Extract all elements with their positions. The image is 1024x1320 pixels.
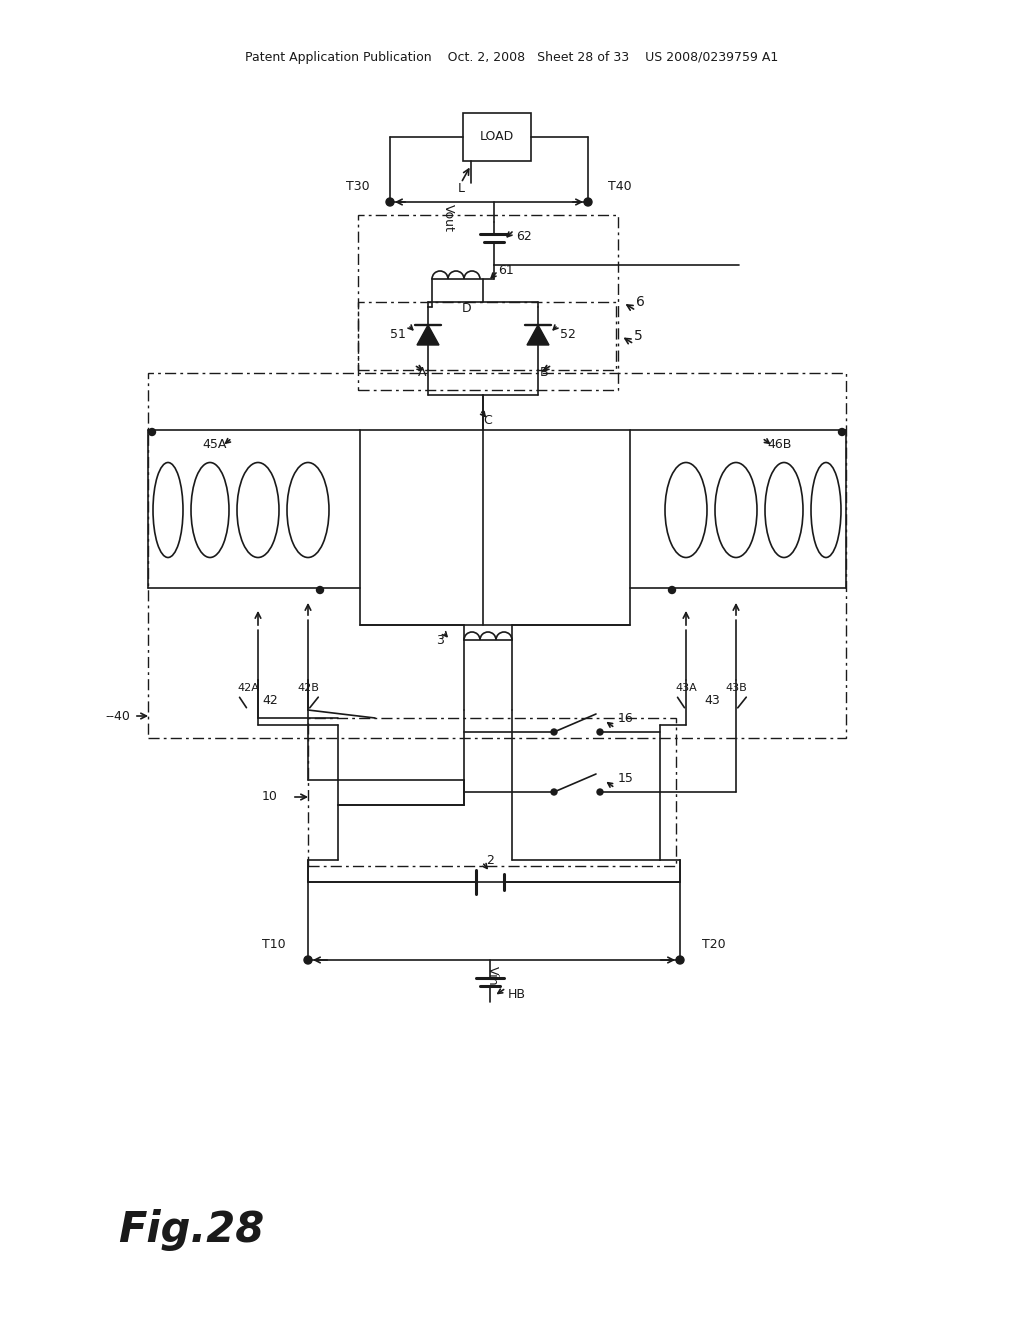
Text: T40: T40 — [608, 180, 632, 193]
Text: Vin: Vin — [485, 966, 499, 986]
Bar — [463, 114, 531, 161]
Bar — [360, 430, 630, 624]
Text: 46B: 46B — [768, 438, 793, 451]
Text: L: L — [458, 182, 465, 195]
Text: --40: --40 — [105, 710, 130, 722]
Text: A: A — [418, 366, 426, 379]
Bar — [358, 302, 616, 370]
Circle shape — [839, 429, 846, 436]
Text: 5: 5 — [634, 329, 642, 343]
Circle shape — [676, 956, 684, 964]
Text: Fig.28: Fig.28 — [118, 1209, 264, 1251]
Bar — [148, 374, 846, 738]
Text: T20: T20 — [702, 939, 726, 952]
Text: LOAD: LOAD — [480, 131, 514, 144]
Circle shape — [551, 789, 557, 795]
Bar — [358, 215, 618, 389]
Circle shape — [669, 586, 676, 594]
Text: B: B — [540, 366, 549, 379]
Text: C: C — [483, 413, 493, 426]
Text: HB: HB — [508, 987, 526, 1001]
Bar — [308, 718, 676, 866]
Text: Vout: Vout — [441, 205, 455, 232]
Polygon shape — [417, 325, 439, 345]
Text: 15: 15 — [618, 771, 634, 784]
Text: 16: 16 — [618, 711, 634, 725]
Circle shape — [386, 198, 394, 206]
Circle shape — [316, 586, 324, 594]
Text: 3: 3 — [436, 634, 444, 647]
Text: 42B: 42B — [297, 682, 318, 693]
Text: T30: T30 — [346, 180, 370, 193]
Text: 6: 6 — [636, 296, 644, 309]
Circle shape — [551, 729, 557, 735]
Text: 43: 43 — [705, 693, 720, 706]
Circle shape — [597, 729, 603, 735]
Polygon shape — [527, 325, 549, 345]
Circle shape — [597, 789, 603, 795]
Circle shape — [148, 429, 156, 436]
Text: 42: 42 — [262, 693, 278, 706]
Text: 43B: 43B — [725, 682, 746, 693]
Text: 52: 52 — [560, 329, 575, 342]
Text: 62: 62 — [516, 230, 531, 243]
Text: 51: 51 — [390, 329, 406, 342]
Text: Patent Application Publication    Oct. 2, 2008   Sheet 28 of 33    US 2008/02397: Patent Application Publication Oct. 2, 2… — [246, 51, 778, 65]
Text: 42A: 42A — [238, 682, 259, 693]
Text: 10: 10 — [262, 791, 278, 804]
Text: T10: T10 — [262, 939, 286, 952]
Circle shape — [584, 198, 592, 206]
Text: 2: 2 — [486, 854, 494, 866]
Circle shape — [304, 956, 312, 964]
Text: 43A: 43A — [675, 682, 697, 693]
Text: 61: 61 — [498, 264, 514, 277]
Text: D: D — [462, 302, 472, 315]
Text: 45A: 45A — [203, 438, 227, 451]
